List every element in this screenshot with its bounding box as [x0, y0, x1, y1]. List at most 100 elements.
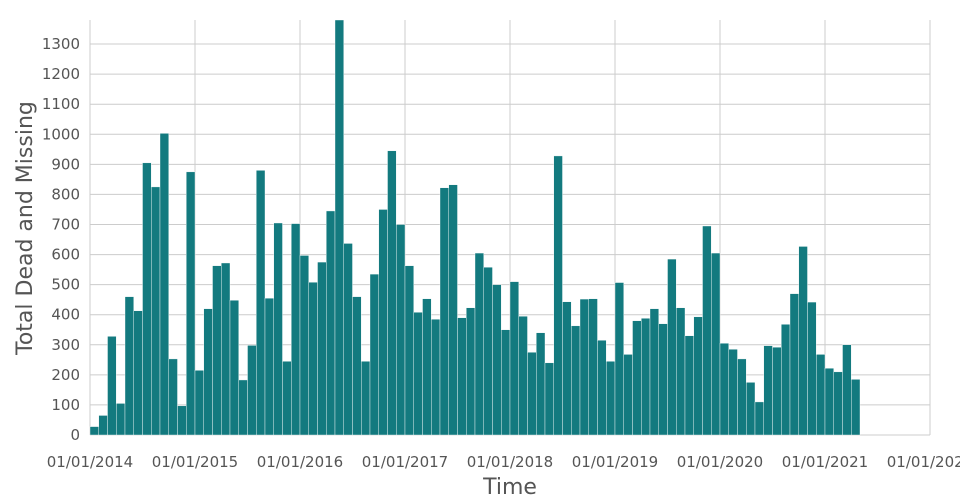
bar — [396, 224, 406, 436]
bar — [579, 298, 589, 436]
bar — [772, 346, 782, 436]
bar — [343, 243, 353, 436]
y-tick-label: 1300 — [42, 35, 80, 53]
y-tick-label: 400 — [51, 306, 80, 324]
bar — [789, 293, 799, 436]
bar — [151, 186, 161, 436]
bar — [641, 318, 651, 436]
x-tick-label: 01/01/2016 — [257, 453, 343, 471]
bar — [492, 284, 502, 436]
x-tick-label: 01/01/2014 — [47, 453, 133, 471]
bar — [614, 282, 624, 436]
x-tick-label: 01/01/2018 — [467, 453, 553, 471]
bar — [649, 308, 659, 436]
bar — [387, 150, 397, 436]
bar — [194, 370, 204, 436]
bar — [833, 371, 843, 436]
bar — [509, 281, 519, 436]
y-tick-label: 500 — [51, 276, 80, 294]
bar — [334, 19, 344, 436]
bar — [702, 225, 712, 436]
bar — [317, 261, 327, 436]
bar — [588, 298, 598, 436]
bar — [658, 323, 668, 436]
bar — [606, 361, 616, 436]
bar — [431, 319, 441, 436]
y-tick-label: 0 — [70, 426, 80, 444]
bar — [439, 187, 449, 436]
bar — [352, 296, 362, 436]
bar — [264, 297, 274, 436]
bar — [667, 258, 677, 436]
bar — [413, 312, 423, 436]
bar — [448, 184, 458, 436]
bar — [203, 308, 213, 436]
y-tick-label: 600 — [51, 246, 80, 264]
y-tick-label: 1200 — [42, 65, 80, 83]
bar — [133, 310, 143, 436]
x-tick-label: 01/01/2019 — [572, 453, 658, 471]
y-axis-ticks: 0 100 200 300 400 500 600 700 800 900 1000 1100 1200… — [42, 35, 80, 444]
bar — [361, 361, 371, 436]
bar — [693, 316, 703, 436]
bar — [273, 222, 283, 436]
y-tick-label: 800 — [51, 185, 80, 203]
bar — [98, 415, 108, 436]
bar — [711, 252, 721, 436]
bar — [457, 317, 467, 436]
bar — [326, 210, 336, 436]
bar — [229, 300, 239, 436]
y-tick-label: 1100 — [42, 95, 80, 113]
bar — [168, 358, 178, 436]
bar — [221, 262, 231, 436]
y-tick-label: 1000 — [42, 125, 80, 143]
bar — [177, 405, 187, 436]
bar — [798, 246, 808, 436]
x-tick-label: 01/01/2021 — [782, 453, 868, 471]
bar — [562, 301, 572, 436]
bar — [501, 329, 511, 436]
bar — [422, 298, 432, 436]
bar — [89, 426, 99, 436]
bar — [299, 255, 309, 436]
bar — [116, 403, 126, 436]
x-tick-label: 01/01/2020 — [677, 453, 763, 471]
x-axis-title: Time — [482, 475, 537, 500]
bar — [746, 382, 756, 436]
bar — [238, 379, 248, 436]
x-axis-ticks: 01/01/2014 01/01/2015 01/01/2016 01/01/2017… — [47, 453, 960, 471]
x-tick-label: 01/01/2022 — [887, 453, 960, 471]
y-tick-label: 100 — [51, 396, 80, 414]
bar — [676, 307, 686, 436]
bar — [404, 265, 414, 436]
x-tick-label: 01/01/2017 — [362, 453, 448, 471]
y-tick-label: 900 — [51, 155, 80, 173]
bar — [553, 155, 563, 436]
bar — [466, 307, 476, 436]
bar — [597, 340, 607, 436]
bar — [369, 273, 379, 436]
bar — [851, 379, 861, 436]
bar — [737, 358, 747, 436]
bar — [527, 352, 537, 436]
bar — [781, 324, 791, 436]
bar — [291, 223, 301, 436]
bar — [186, 171, 196, 436]
bar — [247, 345, 257, 436]
y-axis-title: Total Dead and Missing — [13, 101, 38, 356]
bars — [89, 19, 861, 436]
bar — [842, 344, 852, 436]
bar — [378, 209, 388, 436]
bar — [763, 345, 773, 436]
bar — [518, 316, 528, 436]
bar — [124, 296, 134, 436]
bar — [632, 320, 642, 436]
bar — [623, 354, 633, 436]
bar — [571, 325, 581, 436]
x-tick-label: 01/01/2015 — [152, 453, 238, 471]
bar — [536, 332, 546, 436]
bar — [256, 170, 266, 436]
bar — [816, 354, 826, 436]
bar — [807, 301, 817, 436]
